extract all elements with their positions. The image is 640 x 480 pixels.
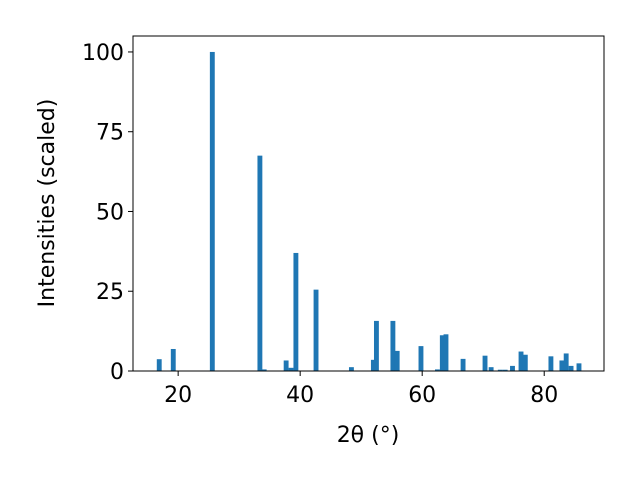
plot-frame: [132, 35, 605, 372]
bar: [497, 369, 503, 371]
y-tick-label: 0: [110, 360, 124, 385]
bar: [439, 335, 445, 371]
bar: [209, 51, 215, 371]
y-tick-label: 25: [96, 280, 124, 305]
bar: [482, 355, 488, 371]
bar: [443, 334, 449, 371]
bar: [261, 369, 267, 371]
bar: [170, 348, 176, 371]
bar: [435, 369, 440, 371]
x-tick-label: 80: [530, 383, 558, 408]
bar: [348, 367, 354, 371]
bar: [568, 365, 574, 371]
bar: [313, 289, 319, 371]
bar: [390, 320, 396, 371]
bar: [510, 365, 515, 371]
y-tick-label: 50: [96, 200, 124, 225]
bar: [460, 358, 466, 371]
bar: [559, 360, 565, 371]
bar: [373, 320, 379, 371]
y-tick-label: 100: [82, 41, 124, 66]
bar: [293, 252, 299, 371]
y-axis-label: Intensities (scaled): [35, 99, 60, 308]
bar: [576, 363, 582, 371]
bar: [394, 350, 400, 371]
bar: [257, 155, 263, 371]
bar: [488, 367, 494, 371]
bar: [518, 351, 524, 371]
bar: [563, 353, 569, 371]
bar: [283, 360, 289, 371]
bar: [522, 354, 528, 371]
x-tick-label: 60: [408, 383, 436, 408]
y-tick-label: 75: [96, 121, 124, 146]
bar: [370, 359, 376, 371]
bar: [548, 356, 554, 371]
bar: [156, 359, 162, 371]
x-axis-label: 2θ (°): [337, 423, 400, 448]
bar: [288, 367, 294, 371]
x-tick-label: 20: [164, 383, 192, 408]
bar: [418, 346, 424, 371]
bar: [502, 369, 508, 371]
x-tick-label: 40: [286, 383, 314, 408]
